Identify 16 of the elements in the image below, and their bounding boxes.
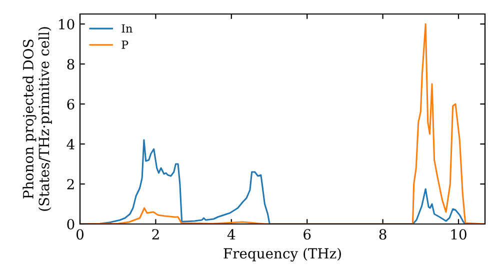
x-tick-label: 10 <box>451 229 466 240</box>
x-axis-title: Frequency (THz) <box>224 248 341 262</box>
legend-label: P <box>122 40 128 49</box>
y-tick-label: 8 <box>67 58 74 70</box>
x-tick-label: 2 <box>152 229 159 240</box>
legend-label: In <box>122 24 132 32</box>
x-tick-label: 4 <box>227 229 236 240</box>
y-tick-label: 10 <box>59 18 74 30</box>
x-tick-label: 0 <box>76 229 84 240</box>
x-tick-label: 8 <box>379 229 386 240</box>
y-axis-title: Phonon projected DOS (States/THz·primitive cell) <box>22 27 52 211</box>
y-tick-label: 0 <box>67 218 74 230</box>
y-tick-label: 4 <box>66 138 74 150</box>
y-tick-label: 6 <box>67 98 74 110</box>
x-tick-label: 6 <box>304 229 311 240</box>
y-tick-label: 2 <box>67 178 74 190</box>
